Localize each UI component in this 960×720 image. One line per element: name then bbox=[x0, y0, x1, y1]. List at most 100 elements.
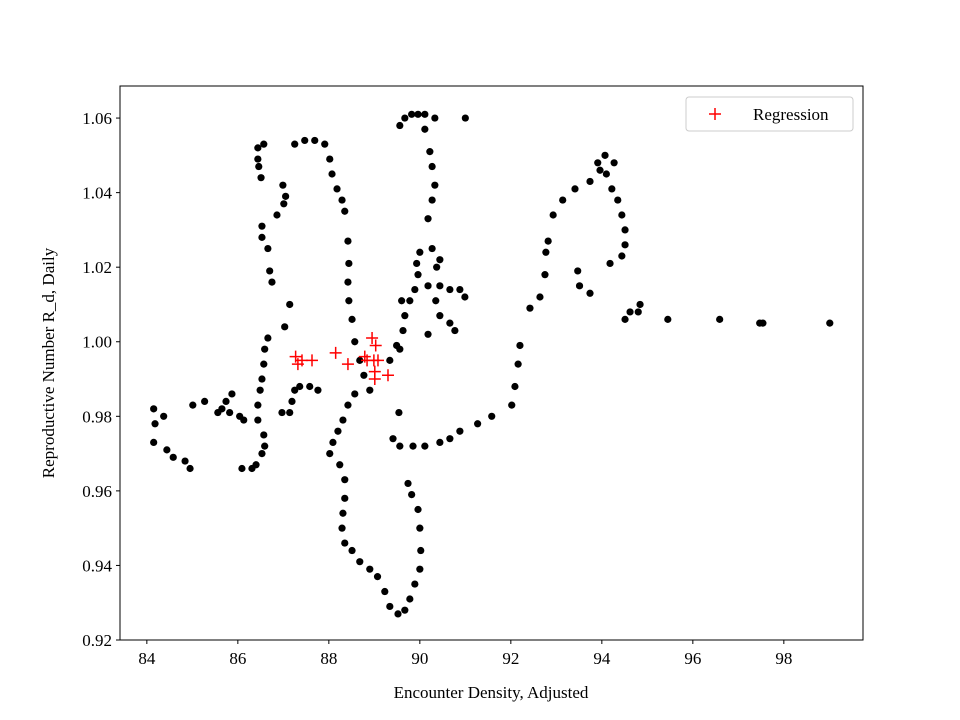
point bbox=[160, 412, 168, 420]
point bbox=[356, 558, 364, 566]
point bbox=[456, 427, 464, 435]
point bbox=[596, 166, 604, 174]
point bbox=[286, 408, 294, 417]
x-tick-label: 96 bbox=[684, 649, 701, 668]
point bbox=[311, 136, 319, 145]
point bbox=[336, 461, 344, 469]
point bbox=[338, 524, 346, 532]
point bbox=[226, 408, 234, 417]
point bbox=[436, 438, 444, 447]
point bbox=[436, 312, 444, 320]
point bbox=[348, 315, 356, 323]
point bbox=[258, 233, 266, 241]
point bbox=[261, 442, 269, 450]
x-tick-label: 98 bbox=[775, 649, 792, 668]
point bbox=[416, 248, 424, 256]
point bbox=[334, 427, 342, 435]
point bbox=[386, 356, 394, 364]
point bbox=[431, 114, 439, 122]
point bbox=[474, 420, 482, 428]
point bbox=[326, 155, 334, 163]
point bbox=[291, 140, 299, 148]
x-tick-label: 92 bbox=[502, 649, 519, 668]
point bbox=[586, 289, 594, 297]
point bbox=[602, 170, 610, 178]
point bbox=[150, 405, 158, 413]
plot-frame bbox=[119, 85, 864, 641]
point bbox=[428, 244, 436, 253]
y-tick-label: 1.02 bbox=[82, 258, 112, 277]
point bbox=[258, 449, 266, 458]
point bbox=[288, 397, 296, 405]
point bbox=[268, 278, 276, 286]
y-tick-label: 0.96 bbox=[82, 482, 112, 501]
legend-marker bbox=[709, 108, 721, 120]
point bbox=[278, 408, 286, 417]
point bbox=[826, 319, 834, 327]
point bbox=[348, 546, 356, 555]
point bbox=[396, 442, 404, 450]
point bbox=[163, 446, 171, 454]
point bbox=[511, 382, 519, 391]
point bbox=[333, 185, 341, 193]
point bbox=[416, 524, 424, 532]
point bbox=[606, 259, 614, 268]
point bbox=[594, 159, 602, 167]
point bbox=[260, 140, 268, 148]
point bbox=[621, 241, 629, 249]
point bbox=[414, 110, 422, 118]
point bbox=[416, 565, 424, 573]
point bbox=[341, 539, 349, 547]
point bbox=[409, 442, 417, 450]
point bbox=[345, 259, 353, 268]
point bbox=[549, 211, 557, 219]
point bbox=[252, 461, 260, 469]
point bbox=[186, 464, 194, 473]
y-tick-label: 0.94 bbox=[82, 556, 112, 575]
point bbox=[446, 435, 454, 443]
point bbox=[716, 315, 724, 323]
point bbox=[254, 401, 262, 409]
legend-label: Regression bbox=[753, 105, 829, 124]
point bbox=[344, 401, 352, 409]
point bbox=[626, 308, 634, 316]
point bbox=[488, 412, 496, 420]
point bbox=[286, 300, 294, 309]
point bbox=[621, 226, 629, 234]
point bbox=[399, 326, 407, 335]
point bbox=[421, 125, 429, 133]
point bbox=[586, 177, 594, 186]
point bbox=[401, 114, 409, 122]
point bbox=[273, 211, 281, 219]
point bbox=[301, 136, 309, 145]
point bbox=[421, 442, 429, 450]
point bbox=[261, 345, 269, 353]
point bbox=[424, 215, 432, 223]
point bbox=[381, 369, 394, 382]
point bbox=[381, 587, 389, 596]
point bbox=[514, 360, 522, 368]
point bbox=[371, 354, 384, 367]
point bbox=[413, 259, 421, 268]
x-tick-label: 86 bbox=[229, 649, 246, 668]
point bbox=[258, 222, 266, 230]
point bbox=[618, 252, 626, 260]
point bbox=[433, 263, 441, 271]
point bbox=[516, 341, 524, 350]
point bbox=[366, 332, 379, 345]
point bbox=[296, 382, 304, 391]
point bbox=[436, 282, 444, 290]
point bbox=[406, 297, 414, 305]
point bbox=[446, 319, 454, 327]
point bbox=[306, 354, 319, 367]
point bbox=[608, 185, 616, 193]
point bbox=[189, 401, 197, 409]
point bbox=[314, 386, 322, 394]
point bbox=[266, 267, 274, 275]
point bbox=[341, 207, 349, 215]
point bbox=[446, 285, 454, 294]
point bbox=[356, 356, 364, 364]
point bbox=[279, 181, 287, 189]
point bbox=[295, 354, 308, 367]
